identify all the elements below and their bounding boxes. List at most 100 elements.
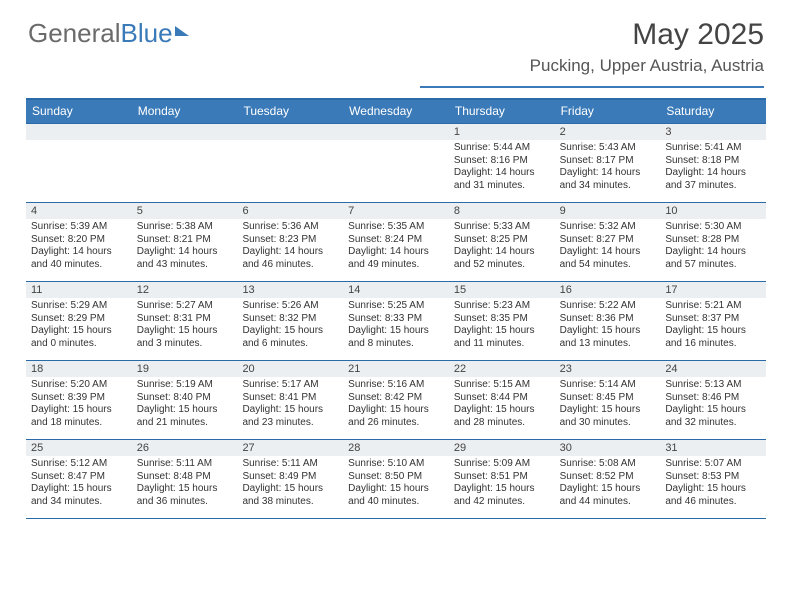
week-row: 11121314151617Sunrise: 5:29 AMSunset: 8:… [26,281,766,360]
day-number: 11 [26,282,132,298]
day-body: Sunrise: 5:33 AMSunset: 8:25 PMDaylight:… [449,219,555,281]
day-number: 27 [237,440,343,456]
sunrise: Sunrise: 5:19 AM [137,379,233,392]
day-body: Sunrise: 5:07 AMSunset: 8:53 PMDaylight:… [660,456,766,518]
sunset: Sunset: 8:35 PM [454,313,550,326]
daylight: Daylight: 14 hours and 37 minutes. [665,167,761,192]
sunset: Sunset: 8:32 PM [242,313,338,326]
sunset: Sunset: 8:40 PM [137,392,233,405]
daylight: Daylight: 14 hours and 57 minutes. [665,246,761,271]
daylight: Daylight: 14 hours and 52 minutes. [454,246,550,271]
daylight: Daylight: 14 hours and 31 minutes. [454,167,550,192]
sunrise: Sunrise: 5:08 AM [560,458,656,471]
sunset: Sunset: 8:49 PM [242,471,338,484]
sunrise: Sunrise: 5:07 AM [665,458,761,471]
daylight: Daylight: 15 hours and 26 minutes. [348,404,444,429]
sunset: Sunset: 8:39 PM [31,392,127,405]
calendar-bottom-rule [26,518,766,519]
day-number: 4 [26,203,132,219]
day-number: 5 [132,203,238,219]
daylight: Daylight: 15 hours and 38 minutes. [242,483,338,508]
sunset: Sunset: 8:21 PM [137,234,233,247]
day-body [343,140,449,202]
daylight: Daylight: 15 hours and 0 minutes. [31,325,127,350]
location: Pucking, Upper Austria, Austria [530,56,764,76]
month-title: May 2025 [530,18,764,52]
sunset: Sunset: 8:47 PM [31,471,127,484]
sunrise: Sunrise: 5:16 AM [348,379,444,392]
sunrise: Sunrise: 5:23 AM [454,300,550,313]
day-number [343,124,449,140]
day-number [26,124,132,140]
daylight: Daylight: 15 hours and 3 minutes. [137,325,233,350]
header: GeneralBlue May 2025 Pucking, Upper Aust… [0,0,792,82]
sunrise: Sunrise: 5:38 AM [137,221,233,234]
daylight: Daylight: 15 hours and 32 minutes. [665,404,761,429]
day-number: 20 [237,361,343,377]
daynum-row: 11121314151617 [26,282,766,298]
day-number: 21 [343,361,449,377]
day-number: 23 [555,361,661,377]
day-body: Sunrise: 5:44 AMSunset: 8:16 PMDaylight:… [449,140,555,202]
daylight: Daylight: 14 hours and 34 minutes. [560,167,656,192]
day-number [237,124,343,140]
sunrise: Sunrise: 5:39 AM [31,221,127,234]
day-body: Sunrise: 5:41 AMSunset: 8:18 PMDaylight:… [660,140,766,202]
dow-thu: Thursday [449,100,555,123]
week-row: 123Sunrise: 5:44 AMSunset: 8:16 PMDaylig… [26,123,766,202]
day-body: Sunrise: 5:09 AMSunset: 8:51 PMDaylight:… [449,456,555,518]
daybody-row: Sunrise: 5:44 AMSunset: 8:16 PMDaylight:… [26,140,766,202]
week-row: 25262728293031Sunrise: 5:12 AMSunset: 8:… [26,439,766,518]
sunset: Sunset: 8:17 PM [560,155,656,168]
sunset: Sunset: 8:24 PM [348,234,444,247]
sunset: Sunset: 8:36 PM [560,313,656,326]
sunset: Sunset: 8:52 PM [560,471,656,484]
daylight: Daylight: 15 hours and 28 minutes. [454,404,550,429]
logo-text-1: General [28,18,121,49]
sunset: Sunset: 8:53 PM [665,471,761,484]
sunrise: Sunrise: 5:13 AM [665,379,761,392]
daylight: Daylight: 15 hours and 36 minutes. [137,483,233,508]
day-body: Sunrise: 5:43 AMSunset: 8:17 PMDaylight:… [555,140,661,202]
daylight: Daylight: 14 hours and 49 minutes. [348,246,444,271]
sunset: Sunset: 8:20 PM [31,234,127,247]
sunset: Sunset: 8:28 PM [665,234,761,247]
sunrise: Sunrise: 5:36 AM [242,221,338,234]
sunset: Sunset: 8:33 PM [348,313,444,326]
day-number: 28 [343,440,449,456]
daybody-row: Sunrise: 5:12 AMSunset: 8:47 PMDaylight:… [26,456,766,518]
daylight: Daylight: 15 hours and 42 minutes. [454,483,550,508]
sunrise: Sunrise: 5:10 AM [348,458,444,471]
sunrise: Sunrise: 5:11 AM [137,458,233,471]
day-number: 19 [132,361,238,377]
day-body [26,140,132,202]
daylight: Daylight: 15 hours and 23 minutes. [242,404,338,429]
day-number: 18 [26,361,132,377]
sunrise: Sunrise: 5:09 AM [454,458,550,471]
day-number: 2 [555,124,661,140]
day-body: Sunrise: 5:25 AMSunset: 8:33 PMDaylight:… [343,298,449,360]
dow-mon: Monday [132,100,238,123]
daylight: Daylight: 15 hours and 34 minutes. [31,483,127,508]
daylight: Daylight: 15 hours and 40 minutes. [348,483,444,508]
day-number: 6 [237,203,343,219]
sunrise: Sunrise: 5:20 AM [31,379,127,392]
sunset: Sunset: 8:41 PM [242,392,338,405]
day-number: 8 [449,203,555,219]
sunset: Sunset: 8:48 PM [137,471,233,484]
daylight: Daylight: 15 hours and 13 minutes. [560,325,656,350]
dow-sun: Sunday [26,100,132,123]
sunrise: Sunrise: 5:27 AM [137,300,233,313]
day-body: Sunrise: 5:15 AMSunset: 8:44 PMDaylight:… [449,377,555,439]
daylight: Daylight: 15 hours and 30 minutes. [560,404,656,429]
sunrise: Sunrise: 5:12 AM [31,458,127,471]
daylight: Daylight: 15 hours and 46 minutes. [665,483,761,508]
dow-tue: Tuesday [237,100,343,123]
day-body: Sunrise: 5:36 AMSunset: 8:23 PMDaylight:… [237,219,343,281]
week-row: 18192021222324Sunrise: 5:20 AMSunset: 8:… [26,360,766,439]
daynum-row: 123 [26,124,766,140]
day-number: 24 [660,361,766,377]
day-body: Sunrise: 5:16 AMSunset: 8:42 PMDaylight:… [343,377,449,439]
day-number: 14 [343,282,449,298]
day-number: 9 [555,203,661,219]
